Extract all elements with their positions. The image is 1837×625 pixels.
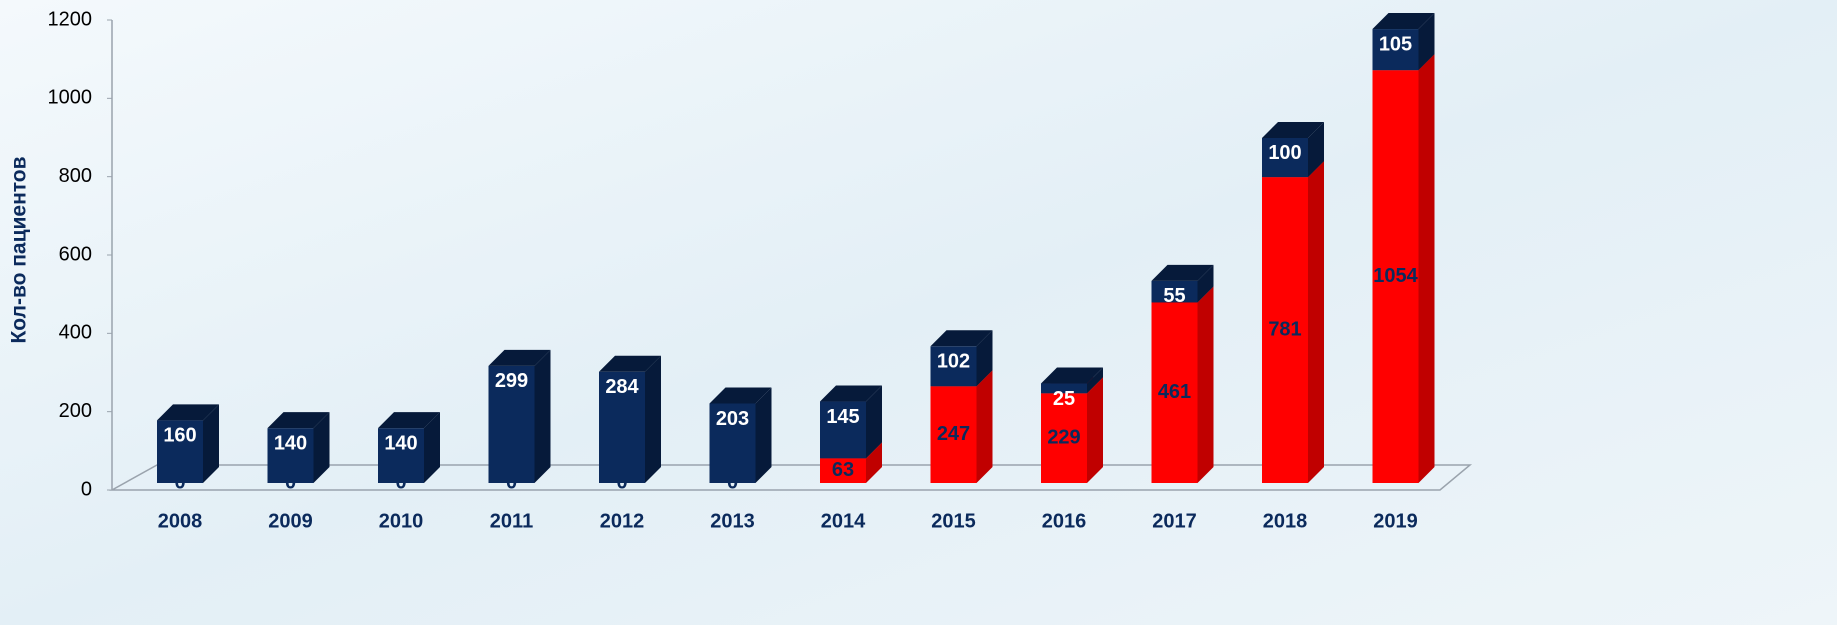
y-tick-label: 400 <box>59 322 92 344</box>
value-label: 203 <box>716 408 749 430</box>
value-label: 299 <box>495 370 528 392</box>
x-tick-label: 2008 <box>158 510 203 532</box>
x-tick-label: 2009 <box>268 510 313 532</box>
y-tick-label: 600 <box>59 243 92 265</box>
value-label: 63 <box>832 459 854 481</box>
y-tick-label: 0 <box>81 478 92 500</box>
value-label: 284 <box>605 376 639 398</box>
chart: Кол-во пациентов 0 200 400 600 800 1000 1200 20… <box>0 0 1837 625</box>
x-tick-label: 2011 <box>490 510 533 532</box>
x-tick-label: 2019 <box>1373 510 1418 532</box>
y-tick-label: 200 <box>59 400 92 422</box>
bar-side <box>1419 54 1435 483</box>
bar-side <box>977 370 993 483</box>
bar-side <box>645 356 661 483</box>
value-label: 102 <box>937 351 970 373</box>
value-label: 160 <box>163 425 196 447</box>
value-label: 145 <box>826 406 859 428</box>
value-label: 105 <box>1379 33 1412 55</box>
y-tick-label: 800 <box>59 165 92 187</box>
value-label: 140 <box>384 432 417 454</box>
bar-side <box>1308 161 1324 483</box>
value-label: 100 <box>1268 142 1301 164</box>
bar-side <box>1087 377 1103 483</box>
value-label: 229 <box>1047 426 1080 448</box>
x-tick-label: 2014 <box>821 510 866 532</box>
x-tick-label: 2016 <box>1042 510 1087 532</box>
y-tick-label: 1200 <box>48 8 93 30</box>
value-label: 140 <box>274 432 307 454</box>
x-tick-label: 2015 <box>931 510 976 532</box>
x-tick-label: 2012 <box>600 510 645 532</box>
value-label: 461 <box>1158 381 1191 403</box>
x-tick-label: 2018 <box>1263 510 1308 532</box>
bar-side <box>1198 286 1214 483</box>
value-label: 1054 <box>1373 265 1418 287</box>
value-label: 781 <box>1268 318 1301 340</box>
y-tick-label: 1000 <box>48 87 93 109</box>
bar-side <box>756 387 772 483</box>
value-label: 55 <box>1163 285 1185 307</box>
x-tick-label: 2010 <box>379 510 424 532</box>
value-label: 247 <box>937 423 970 445</box>
value-label: 25 <box>1053 388 1075 410</box>
y-axis-label: Кол-во пациентов <box>8 156 31 343</box>
x-tick-label: 2017 <box>1152 510 1197 532</box>
bar-side <box>535 350 551 483</box>
x-tick-label: 2013 <box>710 510 755 532</box>
